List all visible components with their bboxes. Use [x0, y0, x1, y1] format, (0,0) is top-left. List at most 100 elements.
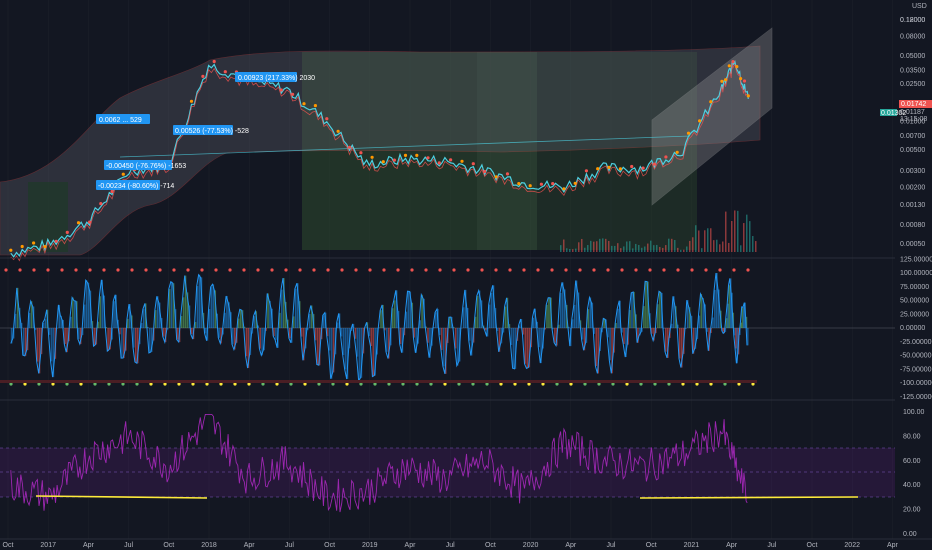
momentum-bar	[279, 312, 281, 328]
momentum-bottom-dot	[667, 382, 671, 386]
price-marker	[43, 245, 47, 249]
rsi-tick: 80.00	[903, 433, 921, 440]
price-marker	[359, 151, 363, 155]
momentum-bottom-dot	[51, 382, 55, 386]
momentum-bar	[275, 328, 277, 340]
momentum-bar	[603, 318, 605, 328]
momentum-bar	[496, 328, 499, 331]
momentum-bar	[79, 328, 82, 345]
ma-price-value: 0.01302	[881, 110, 906, 117]
momentum-bar	[308, 314, 311, 328]
price-marker	[65, 230, 69, 234]
momentum-bar	[97, 321, 100, 328]
volume-bar	[704, 230, 706, 252]
annotation-tag-5[interactable]: -0.00234 (-80.60%) -714	[96, 180, 174, 190]
momentum-bar	[60, 315, 62, 328]
volume-bar	[587, 245, 589, 252]
volume-bar	[653, 245, 655, 252]
volume-bar	[656, 244, 658, 252]
momentum-bar	[611, 328, 613, 374]
momentum-bar	[698, 315, 701, 328]
price-panel[interactable]: 0.00923 (217.33%) 2030 0.0062 ... 529 0.…	[0, 27, 773, 262]
momentum-top-dot	[130, 268, 134, 272]
momentum-panel[interactable]	[0, 268, 895, 386]
momentum-bar	[717, 289, 720, 328]
momentum-bottom-dot	[401, 382, 405, 386]
momentum-bar	[740, 322, 742, 328]
momentum-bar	[231, 328, 234, 345]
momentum-bottom-dot	[373, 382, 377, 386]
momentum-bar	[156, 296, 159, 328]
momentum-bar	[464, 289, 467, 328]
rsi-panel[interactable]	[0, 413, 895, 513]
momentum-bar	[36, 328, 39, 362]
momentum-bar	[237, 318, 240, 328]
annotation-tag-2[interactable]: 0.0062 ... 529	[96, 114, 150, 124]
momentum-bar	[107, 328, 109, 352]
momentum-bottom-dot	[499, 382, 503, 386]
momentum-top-dot	[242, 268, 246, 272]
momentum-bar	[567, 326, 570, 328]
momentum-bar	[194, 321, 197, 328]
momentum-bar	[218, 328, 220, 338]
momentum-bar	[176, 328, 179, 340]
momentum-bar	[302, 328, 305, 361]
momentum-top-dot	[256, 268, 260, 272]
momentum-bottom-dot	[317, 382, 321, 386]
momentum-bar	[694, 328, 697, 349]
momentum-bar	[415, 328, 417, 353]
price-marker	[54, 239, 58, 243]
momentum-bar	[292, 316, 295, 328]
momentum-bar	[395, 290, 398, 328]
time-tick: Apr	[244, 542, 256, 549]
volume-bar	[647, 243, 649, 252]
momentum-bar	[514, 328, 517, 369]
momentum-bar	[476, 295, 479, 328]
rsi-tick-labels: 100.00 80.00 60.00 40.00 20.00 0.00	[903, 409, 925, 538]
momentum-bar	[427, 328, 429, 343]
price-marker	[735, 65, 739, 69]
momentum-top-dot	[662, 268, 666, 272]
price-signal-markers	[9, 59, 750, 252]
time-tick: Oct	[646, 542, 657, 549]
annotation-tag-3[interactable]: 0.00526 (-77.53%) -528	[173, 125, 249, 135]
momentum-top-dot	[578, 268, 582, 272]
volume-bar	[668, 238, 670, 252]
price-marker	[449, 158, 453, 162]
price-scale-bg	[895, 0, 932, 550]
momentum-bar	[429, 328, 431, 358]
momentum-bar	[534, 308, 536, 328]
volume-bar	[710, 228, 712, 252]
momentum-bottom-dot	[695, 382, 699, 386]
momentum-bar	[456, 328, 459, 366]
momentum-bar	[150, 328, 153, 352]
momentum-bar	[492, 285, 495, 328]
momentum-bar	[267, 293, 269, 328]
momentum-top-dot	[452, 268, 456, 272]
momentum-bar	[587, 309, 590, 328]
momentum-bar	[601, 328, 603, 333]
annotation-tag-1[interactable]: 0.00923 (217.33%) 2030	[235, 72, 315, 82]
momentum-bar	[571, 319, 574, 328]
price-marker	[302, 102, 306, 106]
momentum-bar	[399, 328, 402, 345]
countdown-label: 13:15:08	[900, 116, 927, 123]
momentum-tick: 25.00000	[900, 311, 929, 318]
momentum-bar	[38, 328, 41, 374]
momentum-top-dot	[746, 268, 750, 272]
momentum-bar	[34, 328, 37, 331]
time-scale[interactable]: Oct 2017 Apr Jul Oct 2018 Apr Jul Oct 2019 Apr Jul O…	[0, 538, 932, 549]
momentum-top-dot	[88, 268, 92, 272]
momentum-bar	[154, 310, 157, 328]
momentum-bar	[629, 310, 631, 328]
price-marker	[189, 99, 194, 103]
momentum-bar	[544, 328, 546, 330]
momentum-bar	[10, 328, 13, 344]
volume-bar	[620, 248, 622, 252]
momentum-bottom-dot	[149, 382, 153, 386]
volume-bar	[740, 245, 742, 252]
momentum-bar	[702, 298, 705, 328]
annotation-tag-4[interactable]: -0.00450 (-76.76%) -1653	[104, 160, 186, 170]
